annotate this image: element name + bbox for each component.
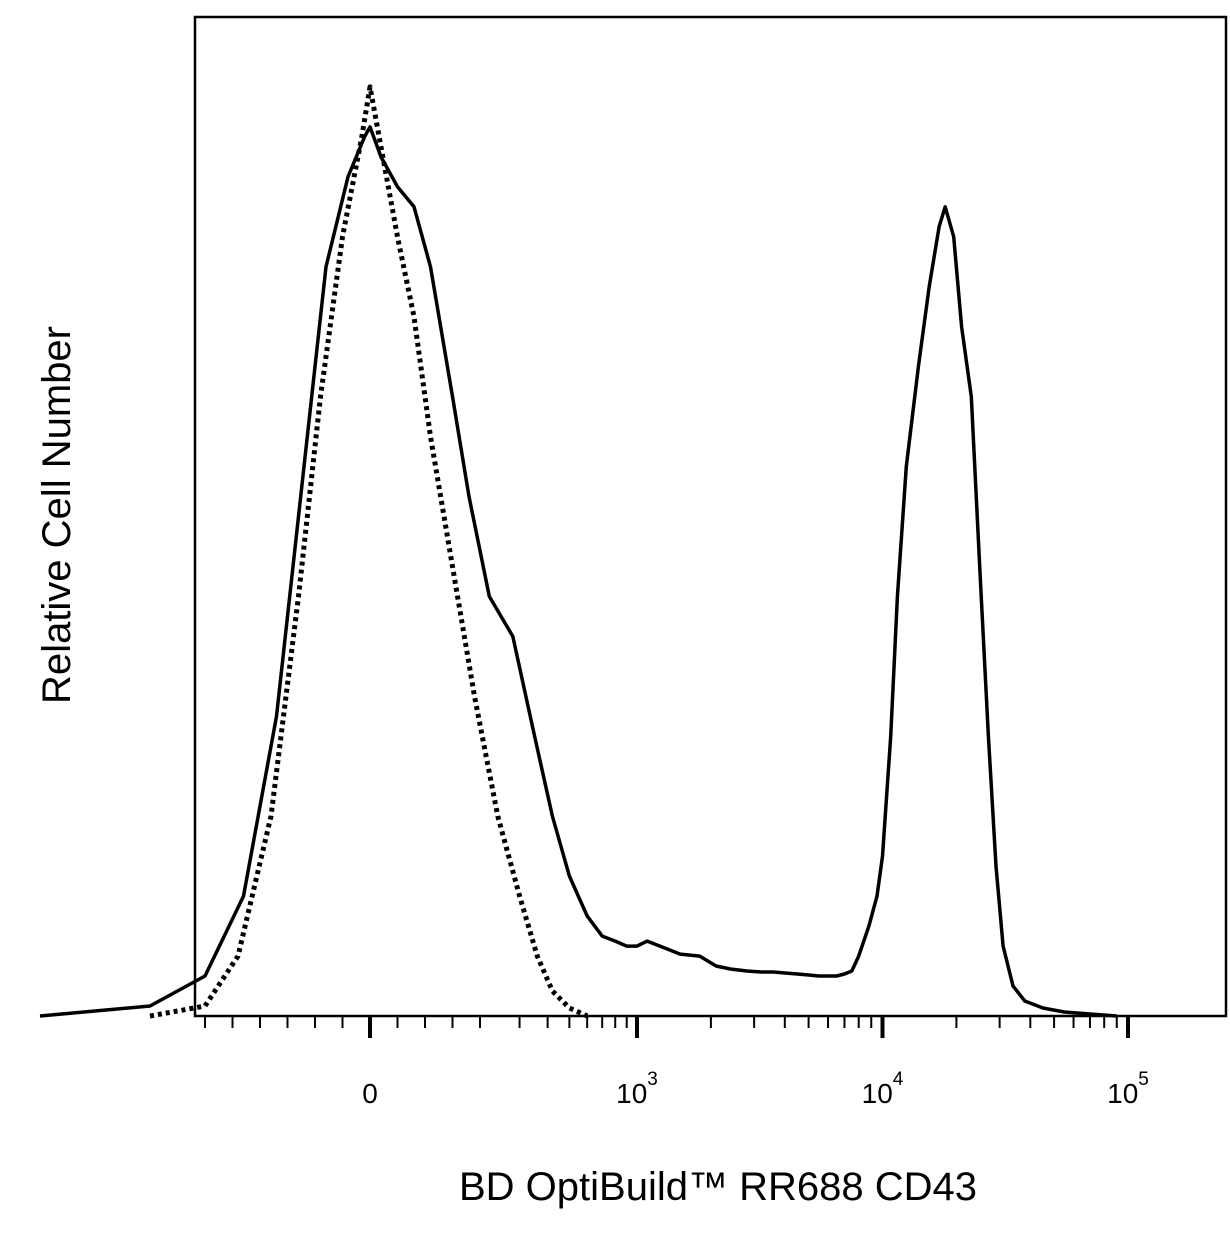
y-axis-title: Relative Cell Number [35,326,79,704]
x-tick-label-1: 103 [616,1069,658,1109]
x-tick-label-3: 105 [1107,1069,1149,1109]
x-axis-ticks [204,1016,1130,1038]
x-tick-label-0: 0 [362,1078,378,1109]
x-tick-label-2: 104 [862,1069,904,1109]
histogram-series-2-dotted [149,84,589,1019]
x-axis-tick-labels: 0 103 104 105 [362,1069,1149,1109]
histogram-series-1-solid [39,125,1117,1018]
x-axis-title: BD OptiBuild™ RR688 CD43 [459,1165,977,1209]
plot-frame [193,15,1228,1018]
plot-area [39,15,1228,1019]
